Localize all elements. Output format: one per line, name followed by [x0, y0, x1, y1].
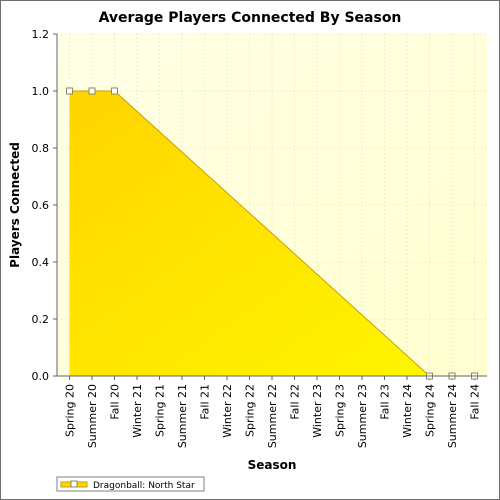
data-point-marker — [111, 87, 118, 95]
x-axis-label: Season — [248, 458, 297, 472]
x-tick-label: Spring 24 — [424, 384, 437, 437]
legend-marker — [70, 480, 78, 488]
data-point-marker — [66, 87, 73, 95]
legend-series-label: Dragonball: North Star — [93, 481, 195, 491]
y-tick-label: 0.0 — [32, 370, 50, 383]
x-tick-label: Fall 21 — [199, 384, 212, 420]
data-point-marker — [88, 87, 96, 95]
y-tick-label: 0.6 — [32, 199, 50, 212]
x-tick-label: Winter 21 — [131, 384, 144, 438]
x-tick-label: Spring 20 — [64, 384, 77, 437]
x-tick-label: Spring 22 — [244, 384, 257, 437]
y-axis-label: Players Connected — [8, 142, 22, 268]
x-tick-label: Summer 23 — [356, 384, 369, 448]
x-tick-label: Summer 22 — [266, 384, 279, 448]
legend-box — [56, 476, 205, 492]
y-tick-label: 1.0 — [32, 85, 50, 98]
legend: Dragonball: North Star — [56, 476, 205, 492]
x-tick-label: Fall 20 — [109, 384, 122, 420]
x-tick-label: Winter 23 — [311, 384, 324, 438]
x-tick-label: Spring 21 — [154, 384, 167, 437]
x-tick-label: Fall 24 — [469, 384, 482, 420]
x-tick-label: Summer 21 — [176, 384, 189, 448]
y-axis-ticks: 0.0 0.2 0.4 0.6 0.8 1.0 1.2 — [32, 28, 57, 383]
x-tick-label: Winter 24 — [401, 384, 414, 438]
x-axis-ticks: Spring 20 Summer 20 Fall 20 Winter 21 Spring… — [64, 376, 482, 448]
x-tick-label: Winter 22 — [221, 384, 234, 438]
y-tick-label: 0.4 — [32, 256, 50, 269]
x-tick-label: Fall 23 — [379, 384, 392, 420]
y-tick-label: 0.2 — [32, 313, 50, 326]
x-tick-label: Summer 20 — [86, 384, 99, 448]
chart-title: Average Players Connected By Season — [99, 10, 402, 26]
x-tick-label: Fall 22 — [289, 384, 302, 420]
x-tick-label: Spring 23 — [334, 384, 347, 437]
y-tick-label: 0.8 — [32, 142, 50, 155]
x-tick-label: Summer 24 — [446, 384, 459, 448]
y-tick-label: 1.2 — [32, 28, 50, 41]
